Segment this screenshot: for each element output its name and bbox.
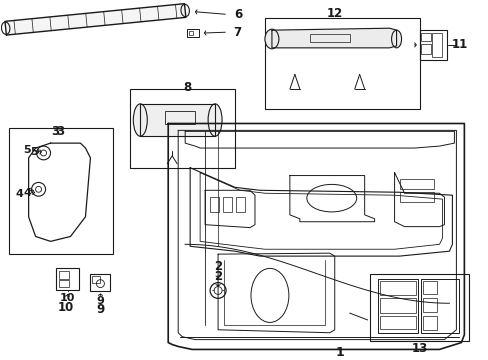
Text: 4: 4 [16,189,23,199]
Bar [264,18,419,109]
Ellipse shape [208,104,222,136]
Text: 10: 10 [60,293,75,303]
Text: 8: 8 [183,81,191,94]
Bar [379,281,415,296]
Bar [9,129,113,254]
Bar [421,44,430,54]
Bar [165,111,195,125]
Bar [377,279,417,333]
Bar [90,274,110,292]
Text: 1: 1 [335,346,344,359]
Bar [423,298,437,312]
Bar [379,298,415,313]
Bar [369,274,468,341]
Bar [379,316,415,329]
Text: 4: 4 [23,188,32,198]
Text: 9: 9 [96,296,104,306]
Text: 5: 5 [30,147,38,157]
Bar [59,280,68,287]
Text: 10: 10 [57,301,74,314]
Text: 2: 2 [214,260,222,273]
Bar [223,197,232,212]
Bar [56,268,80,289]
Bar [92,276,100,283]
Ellipse shape [391,30,401,48]
Bar [423,316,437,330]
Text: 3: 3 [51,125,60,138]
Text: 12: 12 [326,7,342,20]
Text: 6: 6 [233,8,242,21]
Text: 5: 5 [23,145,30,155]
Ellipse shape [133,104,147,136]
Bar [187,29,199,37]
Text: 3: 3 [56,125,64,138]
Bar [421,279,458,333]
Polygon shape [271,28,396,48]
Bar [399,180,433,189]
Text: 7: 7 [232,26,241,39]
Bar [236,197,244,212]
Text: 11: 11 [450,39,467,51]
Text: 2: 2 [214,270,222,283]
Polygon shape [140,104,215,136]
Bar [130,89,235,168]
Text: 9: 9 [96,303,104,316]
Bar [309,34,349,42]
Bar [189,31,193,35]
Bar [423,281,437,294]
Bar [419,30,447,60]
Text: 13: 13 [410,342,427,355]
Bar [421,33,430,41]
Bar [431,33,442,57]
Bar [210,197,219,212]
Bar [399,192,433,202]
Polygon shape [5,4,185,35]
Bar [59,271,68,279]
Ellipse shape [264,29,278,49]
